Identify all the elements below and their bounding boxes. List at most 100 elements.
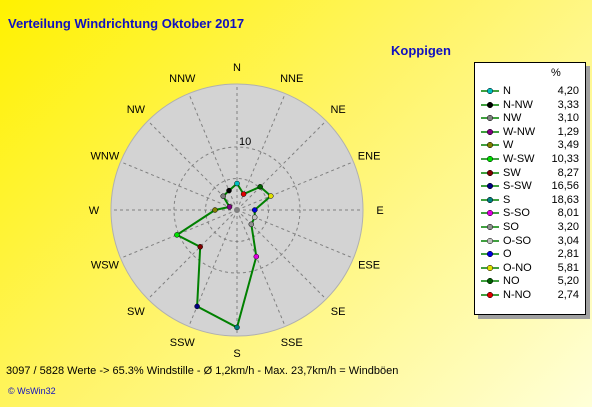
legend-entry: NO 5,20 [475,275,585,287]
legend-entry: O-NO 5,81 [475,262,585,274]
rose-spoke [120,161,238,211]
legend-entry: W-NW 1,29 [475,126,585,138]
direction-label: NW [127,104,146,116]
rose-spoke [236,120,327,211]
legend-entry: N-NW 3,33 [475,99,585,111]
legend-swatch [481,155,499,163]
legend-label: S [503,193,511,206]
data-point [212,207,218,213]
legend-value: 3,10 [557,112,579,125]
legend-label: NO [503,275,520,288]
legend-label: O-SO [503,234,532,247]
legend-swatch [481,264,499,271]
legend-entry: W 3,49 [475,139,585,151]
legend-entry: N 4,20 [475,85,585,97]
legend-swatch [481,196,499,203]
direction-label: S [233,348,240,360]
legend-entry: S-SW 16,56 [475,180,585,192]
data-point [251,214,258,221]
data-point [226,204,233,210]
legend-entry: O 2,81 [475,248,585,260]
software-credit: © WsWin32 [8,386,56,396]
ring-label: 10 [239,136,251,148]
legend-label: NW [503,112,522,125]
legend-swatch [481,101,499,108]
legend-entry: S-SO 8,01 [475,207,585,219]
data-point [268,193,274,199]
legend-swatch [481,237,499,244]
direction-label: E [376,205,383,217]
legend-entry: S 18,63 [475,194,585,206]
legend-entry: SO 3,20 [475,221,585,233]
direction-label: ESE [358,260,380,272]
direction-label: NNE [280,73,303,85]
direction-label: SE [331,306,346,318]
legend-value: 4,20 [557,85,579,97]
data-point [234,180,240,187]
data-point [197,244,203,250]
direction-label: SSW [170,337,196,349]
legend-label: O [503,248,512,261]
legend-swatch [481,87,499,95]
data-point [248,221,255,228]
data-point [251,207,258,213]
legend-swatch [481,142,499,149]
legend-value: 5,20 [557,275,579,288]
legend-label: N-NO [503,289,532,301]
direction-label: ENE [358,150,381,162]
station-name: Koppigen [391,43,451,58]
rose-spoke [236,93,286,211]
legend-label: W-NW [503,125,536,138]
legend-value: 2,81 [557,248,579,261]
direction-label: WSW [91,260,120,272]
legend-swatch [481,291,499,299]
direction-label: SSE [281,337,303,349]
legend-entry: O-SO 3,04 [475,235,585,247]
legend-swatch [481,128,499,135]
data-point [194,303,200,310]
data-point [220,193,226,199]
data-point [253,253,260,260]
legend-entry: W-SW 10,33 [475,153,585,165]
legend-entry: NW 3,10 [475,112,585,124]
legend-label: N [503,85,511,97]
data-point [174,232,180,238]
legend-label: S-SW [503,180,532,193]
legend-value: 3,33 [557,98,579,111]
rose-spoke [236,209,286,327]
data-point [240,191,247,197]
legend-value: 3,20 [557,221,579,233]
legend-swatch [481,169,499,176]
data-point [226,187,232,194]
legend-value: 8,27 [557,166,579,179]
wind-rose-chart: N NNE NE ENE E ESE SE SSE S SSW SW WSW W WNW NW NNW 10 [89,62,384,360]
legend-value: 18,63 [551,193,579,206]
legend: % N 4,20 N-NW 3,33 NW 3,10 W-NW 1,29 W 3,49 W-SW 10… [474,62,586,315]
legend-value: 3,49 [557,139,579,152]
rose-spoke [147,209,238,300]
legend-value: 2,74 [557,289,579,301]
legend-label: N-NW [503,98,533,111]
legend-entry: N-NO 2,74 [475,289,585,301]
data-point [234,324,240,331]
legend-value: 3,04 [557,234,579,247]
direction-label: SW [127,306,145,318]
legend-label: W-SW [503,153,535,165]
direction-label: W [89,205,100,217]
legend-unit: % [551,67,561,79]
legend-label: SW [503,166,521,179]
legend-entry: SW 8,27 [475,167,585,179]
direction-label: NE [330,104,345,116]
rose-spoke [236,161,354,211]
direction-label: WNW [91,150,120,162]
legend-value: 1,29 [557,125,579,138]
legend-label: S-SO [503,207,530,220]
legend-swatch [481,251,499,258]
legend-swatch [481,210,499,217]
footer-stats: 3097 / 5828 Werte -> 65.3% Windstille - … [6,365,399,377]
legend-label: O-NO [503,261,532,274]
data-point [257,184,263,190]
legend-swatch [481,115,499,122]
direction-label: NNW [169,73,196,85]
legend-value: 5,81 [557,261,579,274]
